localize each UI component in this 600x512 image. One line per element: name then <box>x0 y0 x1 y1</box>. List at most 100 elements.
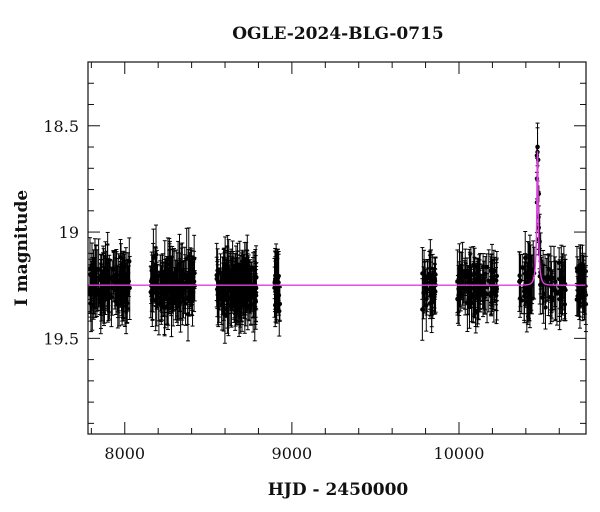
point-marker <box>486 278 491 284</box>
point-marker <box>111 266 116 271</box>
point-marker <box>576 292 582 298</box>
data-point <box>173 271 178 308</box>
chart-title: OGLE-2024-BLG-0715 <box>232 24 444 44</box>
point-marker <box>468 273 474 278</box>
point-marker <box>473 280 479 285</box>
x-tick-label: 10000 <box>434 444 485 463</box>
point-marker <box>457 272 462 278</box>
point-marker <box>549 297 554 302</box>
point-marker <box>535 144 540 150</box>
point-marker <box>165 256 171 262</box>
point-marker <box>525 270 531 276</box>
point-marker <box>490 290 495 295</box>
data-point <box>165 237 171 281</box>
point-marker <box>424 296 429 302</box>
data-point <box>477 263 482 295</box>
point-marker <box>253 297 258 303</box>
data-point <box>230 258 235 299</box>
data-point <box>579 255 585 300</box>
point-marker <box>517 296 523 301</box>
point-marker <box>105 274 110 279</box>
data-point <box>162 240 167 304</box>
data-point <box>425 260 430 296</box>
point-marker <box>98 274 103 279</box>
point-marker <box>154 276 160 282</box>
data-point <box>553 260 558 322</box>
point-marker <box>125 271 131 276</box>
data-point <box>429 271 435 316</box>
axis-ticks <box>88 62 586 434</box>
data-point <box>494 259 499 325</box>
point-marker <box>560 282 565 287</box>
data-point <box>106 271 111 322</box>
point-marker <box>579 275 585 280</box>
data-point <box>171 248 177 312</box>
point-marker <box>425 275 430 281</box>
point-marker <box>543 305 548 310</box>
point-marker <box>126 279 132 284</box>
point-marker <box>553 288 558 294</box>
point-marker <box>489 267 495 273</box>
data-point <box>549 280 554 319</box>
point-marker <box>88 272 93 277</box>
point-marker <box>121 285 126 290</box>
data-point <box>150 254 155 302</box>
point-marker <box>574 266 580 271</box>
data-point <box>574 245 580 291</box>
data-point <box>274 260 279 324</box>
data-point <box>90 280 95 331</box>
point-marker <box>477 277 482 282</box>
data-point <box>245 260 251 299</box>
point-marker <box>192 270 197 276</box>
data-point <box>277 285 282 337</box>
point-marker <box>162 305 167 311</box>
point-marker <box>94 267 100 272</box>
point-marker <box>150 276 155 281</box>
point-marker <box>428 266 433 271</box>
data-point <box>489 243 495 296</box>
point-marker <box>90 303 95 308</box>
point-marker <box>173 287 178 292</box>
point-marker <box>171 277 177 282</box>
point-marker <box>185 295 190 301</box>
point-marker <box>254 275 259 280</box>
data-point <box>420 247 425 300</box>
point-marker <box>162 269 167 274</box>
data-points <box>87 122 589 344</box>
data-point <box>178 243 184 303</box>
point-marker <box>215 292 220 298</box>
x-tick-label: 9000 <box>272 444 313 463</box>
y-tick-label: 18.5 <box>43 117 79 136</box>
data-point <box>557 268 562 331</box>
point-marker <box>156 301 162 306</box>
point-marker <box>429 291 435 296</box>
point-marker <box>106 294 111 299</box>
point-marker <box>236 304 242 310</box>
point-marker <box>274 289 279 295</box>
data-point <box>111 250 116 287</box>
point-marker <box>523 255 528 261</box>
data-point <box>226 275 231 337</box>
data-point <box>125 252 131 295</box>
point-marker <box>574 297 580 302</box>
data-point <box>562 287 567 322</box>
tick-labels: 8000 9000 10000 18.5 19 19.5 <box>43 117 484 463</box>
data-point <box>192 257 197 290</box>
point-marker <box>95 291 101 297</box>
data-point <box>475 260 481 325</box>
point-marker <box>540 295 545 300</box>
point-marker <box>420 271 425 276</box>
point-marker <box>230 276 235 281</box>
data-point <box>254 262 259 293</box>
point-marker <box>528 285 533 290</box>
point-marker <box>482 291 488 296</box>
point-marker <box>182 274 188 279</box>
point-marker <box>169 282 174 287</box>
data-point <box>576 277 582 313</box>
point-marker <box>480 286 485 291</box>
point-marker <box>542 275 548 280</box>
point-marker <box>178 271 184 276</box>
data-point <box>248 265 254 313</box>
data-point <box>105 244 110 309</box>
model-curve <box>88 151 586 286</box>
